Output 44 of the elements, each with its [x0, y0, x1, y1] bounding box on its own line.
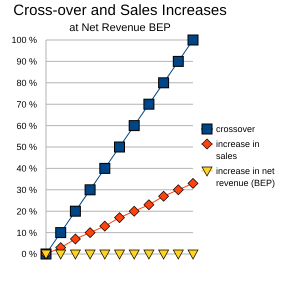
y-tick-label: 50 % — [16, 142, 37, 152]
point — [128, 120, 140, 132]
y-tick-label: 60 % — [16, 120, 37, 131]
chart-subtitle: at Net Revenue BEP — [68, 22, 172, 34]
y-tick-label: 30 % — [16, 184, 37, 195]
y-tick-label: 90 % — [16, 56, 37, 67]
point — [84, 184, 96, 196]
point — [114, 142, 125, 152]
point — [188, 34, 198, 46]
point — [114, 250, 125, 260]
point — [128, 250, 140, 260]
point — [99, 250, 110, 260]
legend-label: crossover — [216, 122, 256, 134]
point — [144, 199, 154, 210]
point — [114, 212, 125, 223]
y-tick-label: 100 % — [11, 35, 37, 46]
legend-label: increase in net revenue (BEP) — [216, 164, 276, 188]
y-tick-label: 40 % — [16, 164, 37, 174]
point — [158, 77, 170, 88]
point — [143, 98, 154, 110]
point — [172, 184, 184, 196]
point — [188, 250, 198, 260]
y-tick-label: 70 % — [16, 99, 37, 110]
chart-title: Cross-over and Sales Increases — [12, 2, 228, 19]
point — [99, 220, 110, 232]
y-tick-label: 0 % — [21, 249, 37, 260]
point — [158, 190, 169, 202]
point — [55, 227, 66, 238]
point — [172, 56, 184, 67]
point — [70, 234, 81, 244]
point — [70, 206, 81, 217]
point — [172, 250, 184, 260]
point — [128, 206, 140, 217]
y-tick-label: 20 % — [16, 206, 37, 216]
point — [188, 178, 198, 189]
point — [99, 162, 110, 174]
point — [144, 250, 154, 260]
point — [84, 227, 96, 238]
y-tick-label: 10 % — [16, 228, 37, 238]
y-tick-label: 80 % — [16, 78, 37, 88]
point — [70, 250, 81, 260]
point — [158, 250, 169, 260]
point — [84, 250, 96, 260]
point — [55, 250, 66, 260]
